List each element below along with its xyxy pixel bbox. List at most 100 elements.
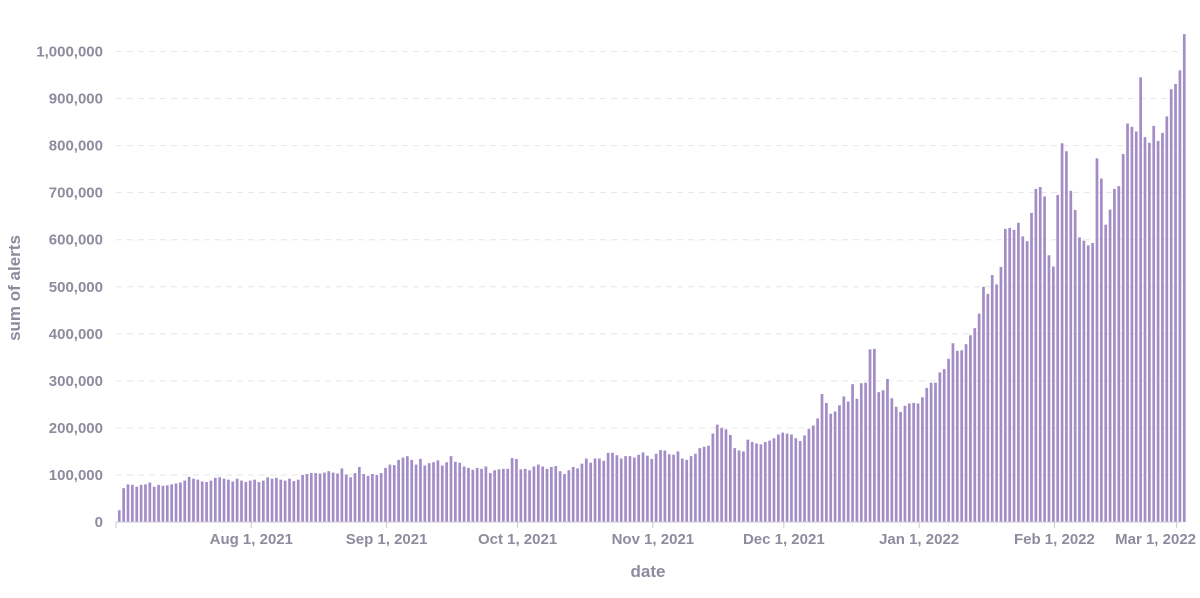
bar: [667, 454, 671, 522]
bar: [960, 350, 964, 522]
bar: [982, 286, 985, 522]
bar: [323, 472, 326, 522]
bar: [336, 473, 339, 522]
x-tick-label: Nov 1, 2021: [612, 531, 695, 548]
bar: [157, 484, 160, 522]
bar: [131, 484, 134, 522]
bar: [973, 328, 977, 522]
x-tick-labels: Aug 1, 2021 Sep 1, 2021 Oct 1, 2021 Nov 1, …: [210, 531, 1196, 548]
bar: [702, 446, 706, 522]
bar: [187, 476, 191, 522]
bar: [502, 468, 505, 522]
bar: [309, 473, 313, 522]
bar: [833, 411, 837, 522]
bar: [912, 402, 916, 522]
bar: [1060, 143, 1064, 522]
bar: [144, 484, 147, 522]
bar: [301, 474, 304, 522]
bar: [785, 433, 789, 522]
bar: [506, 468, 510, 522]
bar: [659, 450, 662, 522]
bar: [515, 458, 518, 522]
bar: [388, 464, 392, 522]
bar: [235, 478, 239, 522]
bar: [528, 470, 531, 522]
bar: [1165, 116, 1169, 522]
bar: [126, 484, 130, 522]
x-tick-label: Aug 1, 2021: [210, 531, 293, 548]
bar: [750, 442, 754, 522]
bar: [589, 462, 593, 522]
bar: [161, 485, 165, 522]
bar: [715, 424, 719, 522]
y-axis-label: sum of alerts: [5, 235, 24, 341]
bar: [488, 473, 492, 522]
bar: [584, 458, 588, 522]
bar: [1030, 212, 1033, 522]
bar: [1108, 209, 1112, 522]
bar: [1169, 89, 1173, 522]
bar: [427, 463, 431, 522]
bar: [1069, 190, 1073, 522]
bar: [379, 473, 383, 522]
bar: [532, 466, 536, 522]
bar: [829, 413, 833, 522]
bar: [471, 469, 475, 522]
y-tick-label: 400,000: [49, 326, 103, 343]
bar: [816, 418, 819, 522]
bar: [646, 455, 649, 522]
bar: [759, 444, 763, 522]
bar: [742, 451, 745, 522]
gridlines: [116, 51, 1181, 476]
bar: [1003, 228, 1007, 522]
bar: [122, 488, 125, 522]
bar: [711, 433, 715, 522]
bar: [593, 458, 597, 522]
x-tick-label: Dec 1, 2021: [743, 531, 825, 548]
bar: [851, 384, 854, 522]
y-tick-label: 200,000: [49, 420, 103, 437]
bar: [624, 456, 627, 522]
bar: [1139, 77, 1142, 523]
bar: [183, 480, 187, 522]
bar: [231, 481, 235, 522]
bar: [1017, 222, 1020, 522]
bar: [611, 452, 614, 522]
bar: [934, 382, 937, 522]
bar: [567, 470, 571, 522]
y-tick-label: 500,000: [49, 279, 103, 296]
bar: [676, 451, 680, 522]
bar: [694, 453, 697, 522]
bar: [1182, 34, 1186, 523]
bar: [964, 344, 968, 522]
bar: [1082, 240, 1086, 522]
bar: [571, 466, 575, 522]
bar: [475, 467, 479, 522]
bar: [375, 474, 379, 522]
bar: [550, 466, 553, 522]
bar: [907, 403, 911, 522]
bar: [410, 459, 414, 522]
bar: [1073, 210, 1077, 522]
bar: [859, 383, 863, 522]
y-tick-label: 800,000: [49, 138, 103, 155]
bar: [419, 458, 422, 522]
bar: [685, 459, 689, 522]
bar: [951, 343, 955, 522]
bar: [179, 482, 182, 522]
bar: [650, 458, 654, 522]
y-tick-label: 600,000: [49, 232, 103, 249]
y-tick-label: 100,000: [49, 467, 103, 484]
bar: [1121, 154, 1125, 522]
bar: [1104, 224, 1108, 522]
bar: [842, 396, 846, 522]
bar: [1047, 255, 1051, 523]
bar: [331, 472, 335, 522]
bar: [314, 473, 318, 522]
bar: [680, 458, 684, 522]
bar: [637, 454, 641, 522]
bar: [436, 460, 440, 522]
bar: [405, 456, 409, 522]
bar: [362, 474, 366, 522]
